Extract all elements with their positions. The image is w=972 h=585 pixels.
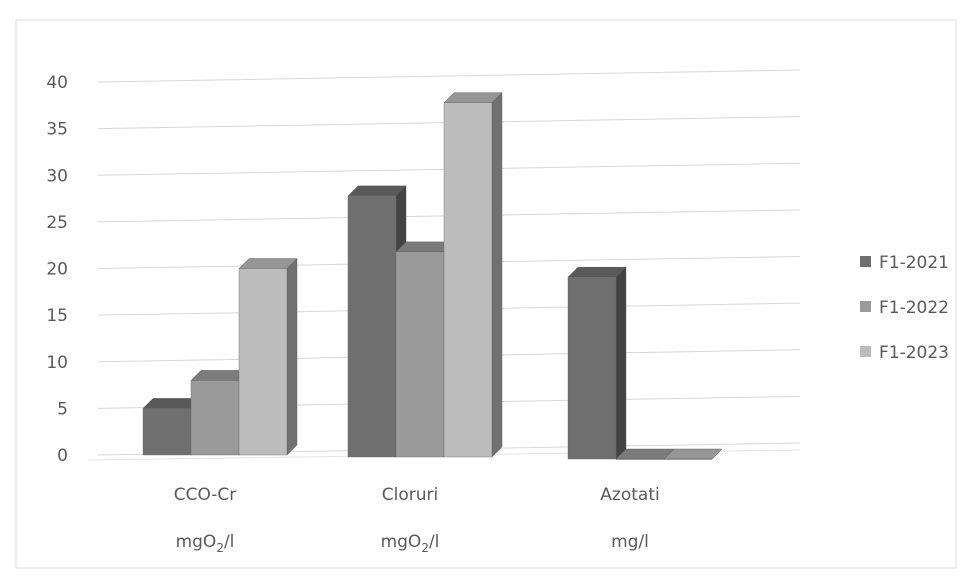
bar-F1-2021-CCO-Cr bbox=[142, 408, 192, 456]
x-category-label: CCO-Cr bbox=[174, 485, 237, 505]
x-category-unit: mgO2/l bbox=[381, 532, 440, 555]
bar-side-F1-2023-CCO-Cr bbox=[286, 258, 298, 456]
y-tick-label: 35 bbox=[46, 120, 68, 140]
bar-side-F1-2021-Azotati bbox=[615, 266, 627, 460]
bar-F1-2021-Azotati bbox=[567, 276, 617, 460]
bar-F1-2022-CCO-Cr bbox=[190, 380, 240, 456]
legend-swatch-F1-2022 bbox=[860, 301, 871, 312]
chart-border bbox=[15, 19, 957, 569]
bar-F1-2022-Azotati bbox=[615, 458, 665, 460]
bar-side-F1-2023-Cloruri bbox=[491, 92, 503, 458]
legend-label: F1-2021 bbox=[879, 253, 949, 273]
y-tick-label: 10 bbox=[46, 353, 68, 373]
bar-F1-2022-Cloruri bbox=[395, 251, 445, 458]
legend-label: F1-2023 bbox=[879, 343, 949, 363]
x-category-unit: mg/l bbox=[611, 532, 649, 552]
y-tick-label: 15 bbox=[46, 306, 68, 326]
bar-F1-2023-Cloruri bbox=[443, 102, 493, 458]
x-category-unit: mgO2/l bbox=[176, 532, 235, 555]
y-tick-label: 40 bbox=[46, 73, 68, 93]
y-tick-label: 0 bbox=[57, 446, 68, 466]
y-tick-label: 5 bbox=[57, 399, 68, 419]
y-tick-label: 20 bbox=[46, 260, 68, 280]
x-category-label: Azotati bbox=[600, 485, 659, 505]
bar-F1-2023-CCO-Cr bbox=[238, 268, 288, 456]
bar-side-F1-2023-Azotati bbox=[711, 448, 723, 460]
y-tick-label: 25 bbox=[46, 213, 68, 233]
y-tick-label: 30 bbox=[46, 166, 68, 186]
legend-label: F1-2022 bbox=[879, 298, 949, 318]
bar-F1-2021-Cloruri bbox=[347, 195, 397, 458]
legend-swatch-F1-2023 bbox=[860, 346, 871, 357]
x-category-label: Cloruri bbox=[382, 485, 438, 505]
gridline-40 bbox=[97, 69, 801, 83]
legend-swatch-F1-2021 bbox=[860, 256, 871, 267]
bar-F1-2023-Azotati bbox=[663, 458, 713, 460]
